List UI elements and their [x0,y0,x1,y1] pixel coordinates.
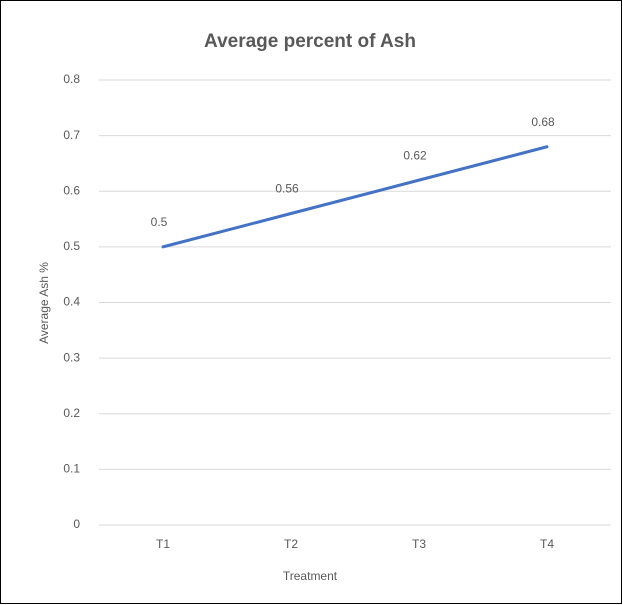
y-tick-label: 0.8 [63,72,80,86]
y-axis-label: Average Ash % [37,262,51,344]
y-tick-label: 0.7 [63,128,80,142]
x-tick-label: T2 [284,537,298,551]
x-tick-label: T1 [156,537,170,551]
y-tick-label: 0.6 [63,183,80,197]
x-axis-label: Treatment [283,569,338,583]
chart-title: Average percent of Ash [204,31,416,52]
data-label: 0.62 [403,148,427,162]
data-label: 0.56 [275,182,299,196]
data-label: 0.5 [151,215,168,229]
data-line [161,145,549,249]
y-tick-label: 0.1 [63,462,80,476]
y-tick-label: 0 [73,517,80,531]
y-tick-label: 0.5 [63,239,80,253]
data-label: 0.68 [531,115,555,129]
x-tick-label: T4 [540,537,554,551]
y-tick-label: 0.3 [63,350,80,364]
y-tick-label: 0.2 [63,406,80,420]
y-tick-label: 0.4 [63,295,80,309]
x-tick-label: T3 [412,537,426,551]
